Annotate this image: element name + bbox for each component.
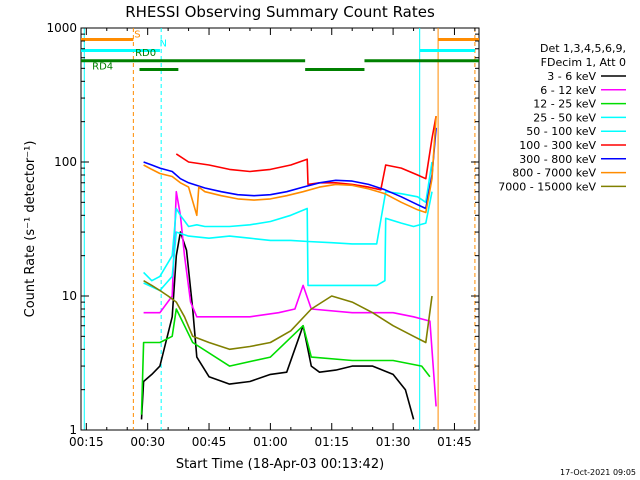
legend-label: 3 - 6 keV [547, 70, 596, 83]
y-tick-label: 100 [54, 155, 77, 169]
legend-label: 6 - 12 keV [540, 84, 596, 97]
series-line [140, 308, 431, 415]
series-line [143, 190, 437, 407]
state-bar-label: RD0 [135, 48, 156, 59]
series-line [143, 161, 433, 292]
x-tick-label: 00:30 [130, 435, 165, 449]
legend-title-line-1: Det 1,3,4,5,6,9, [540, 42, 626, 55]
legend: Det 1,3,4,5,6,9, FDecim 1, Att 0 3 - 6 k… [498, 42, 626, 193]
y-axis-label: Count Rate (s⁻¹ detector⁻¹) [23, 141, 38, 318]
x-tick-label: 01:30 [376, 435, 411, 449]
x-tick-label: 01:45 [437, 435, 472, 449]
legend-label: 800 - 7000 keV [512, 167, 596, 180]
series-line [140, 231, 415, 420]
legend-label: 7000 - 15000 keV [498, 180, 596, 193]
state-bar-label: RD4 [92, 62, 113, 73]
plot-frame [80, 27, 480, 431]
series-line [143, 116, 437, 217]
state-bar-label: N [159, 38, 166, 49]
timestamp: 17-Oct-2021 09:05 [560, 468, 636, 477]
x-tick-label: 01:00 [253, 435, 288, 449]
y-tick-label: 1000 [46, 21, 77, 35]
series-line [143, 127, 437, 210]
legend-label: 300 - 800 keV [519, 153, 596, 166]
series-line [143, 191, 433, 287]
x-tick-label: 00:15 [69, 435, 104, 449]
legend-title-line-2: FDecim 1, Att 0 [541, 56, 626, 69]
x-tick-label: 01:15 [314, 435, 349, 449]
state-bar-label: S [134, 29, 140, 40]
legend-label: 25 - 50 keV [533, 111, 596, 124]
y-tick-label: 10 [62, 289, 77, 303]
chart-title: RHESSI Observing Summary Count Rates [125, 3, 435, 21]
legend-label: 50 - 100 keV [526, 125, 596, 138]
x-axis-label: Start Time (18-Apr-03 00:13:42) [176, 457, 384, 472]
legend-label: 12 - 25 keV [533, 98, 596, 111]
x-tick-label: 00:45 [192, 435, 227, 449]
series-line [143, 280, 433, 351]
series-line [175, 115, 437, 191]
legend-label: 100 - 300 keV [519, 139, 596, 152]
y-tick-label: 1 [69, 423, 77, 437]
